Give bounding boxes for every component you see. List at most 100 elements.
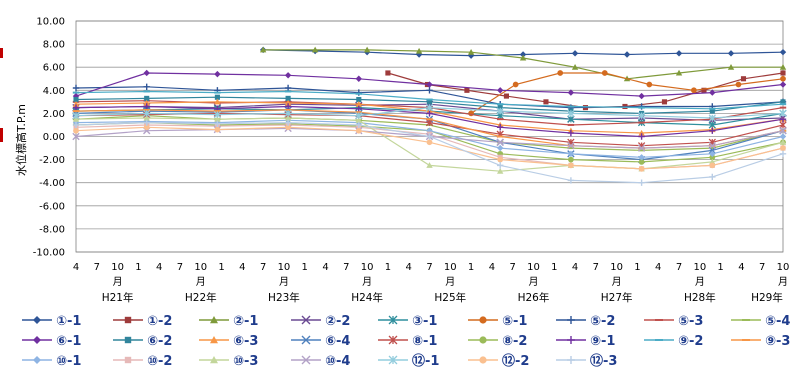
- data-point: [646, 81, 653, 88]
- x-tick-label: 4: [572, 262, 578, 273]
- legend-marker: [479, 356, 487, 364]
- data-point: [557, 70, 564, 76]
- data-point: [496, 107, 504, 115]
- x-tick-label-month: 月: [695, 276, 705, 288]
- data-point: [740, 76, 747, 82]
- data-point: [780, 145, 786, 151]
- data-point: [567, 109, 575, 118]
- data-point: [464, 87, 470, 93]
- data-point: [638, 159, 645, 165]
- data-point: [284, 72, 292, 79]
- data-point: [779, 48, 787, 56]
- x-tick-label-month: 月: [113, 276, 123, 288]
- data-point: [284, 99, 292, 106]
- data-point: [568, 156, 574, 163]
- data-point: [567, 177, 575, 184]
- data-point: [709, 108, 715, 114]
- data-point: [779, 81, 787, 88]
- x-tick-label: 4: [73, 262, 79, 273]
- data-point: [497, 156, 504, 163]
- data-point: [780, 99, 786, 105]
- legend-label: ③-1: [412, 314, 437, 329]
- legend-item: ⑥-1: [22, 334, 81, 349]
- data-point: [727, 50, 735, 57]
- x-tick-label-month: 月: [528, 276, 538, 288]
- series-lines: [72, 46, 787, 186]
- data-point: [497, 144, 504, 152]
- legend-label: ⑥-3: [233, 334, 258, 349]
- x-tick-label: 4: [655, 262, 661, 273]
- legend-item: ⑩-3: [199, 354, 258, 369]
- data-point: [355, 75, 362, 82]
- data-point: [143, 124, 150, 131]
- data-point: [285, 95, 291, 101]
- data-point: [568, 162, 574, 169]
- data-point: [519, 54, 527, 61]
- red-edge-mark-top: [0, 48, 3, 58]
- data-point: [284, 84, 292, 92]
- legend-label: ⑫-3: [590, 353, 617, 369]
- data-point: [661, 99, 668, 105]
- data-point: [214, 70, 221, 78]
- data-point: [355, 121, 362, 129]
- data-point: [780, 75, 786, 82]
- data-point: [567, 129, 575, 137]
- data-point: [72, 132, 80, 141]
- x-tick-label-month: 月: [612, 276, 622, 288]
- legend: ①-1 ①-2 ②-1 ②-2 ③-1 ⑤-1 ⑤-2 ⑤-3 ⑤-4 ⑥-1 ⑥-2 ⑥-3 ⑥-4 ⑧…: [22, 314, 790, 369]
- x-tick-label: 4: [738, 262, 744, 273]
- legend-label: ②-2: [325, 314, 350, 329]
- data-point: [72, 100, 80, 107]
- legend-label: ⑫-2: [502, 353, 529, 369]
- legend-label: ①-2: [147, 314, 172, 329]
- data-point: [675, 69, 683, 76]
- legend-label: ①-1: [56, 314, 81, 329]
- data-point: [709, 162, 716, 169]
- x-tick-label-month: 月: [279, 276, 289, 288]
- data-point: [571, 64, 579, 70]
- data-point: [779, 109, 787, 118]
- data-point: [426, 110, 433, 117]
- data-point: [385, 70, 391, 76]
- data-point: [214, 120, 221, 127]
- data-point: [709, 127, 716, 134]
- y-tick-label: 6.00: [43, 63, 65, 74]
- data-point: [143, 114, 150, 121]
- legend-item: ⑩-2: [113, 354, 172, 369]
- data-point: [72, 92, 80, 100]
- data-point: [496, 138, 504, 146]
- data-point: [143, 69, 150, 77]
- legend-item: ②-2: [291, 314, 350, 329]
- legend-label: ②-1: [233, 314, 258, 329]
- legend-marker: [479, 316, 487, 324]
- legend-marker: [301, 355, 311, 365]
- x-tick-label: 7: [759, 262, 765, 273]
- data-point: [779, 121, 787, 129]
- data-point: [709, 173, 716, 181]
- data-point: [214, 94, 220, 100]
- data-point: [426, 87, 433, 94]
- y-tick-label: -8.00: [39, 224, 65, 235]
- legend-label: ⑤-3: [678, 314, 703, 329]
- legend-item: ⑫-2: [468, 353, 529, 369]
- legend-marker: [33, 336, 41, 344]
- data-point: [355, 100, 362, 107]
- data-point: [415, 47, 423, 54]
- series-⑤-1: [468, 70, 786, 117]
- legend-marker: [124, 356, 132, 364]
- data-point: [779, 133, 787, 140]
- year-label: H29年: [751, 291, 783, 304]
- x-tick-label: 7: [260, 262, 266, 273]
- data-point: [143, 103, 150, 110]
- data-point: [779, 115, 787, 123]
- legend-label: ⑩-4: [325, 354, 350, 369]
- legend-label: ⑥-2: [147, 334, 172, 349]
- series-⑥-1: [72, 69, 787, 100]
- data-point: [638, 133, 645, 140]
- year-label: H24年: [351, 291, 383, 304]
- x-tick-label: 4: [156, 262, 162, 273]
- x-tick-label: 7: [177, 262, 183, 273]
- legend-label: ⑫-1: [412, 353, 439, 369]
- data-point: [284, 109, 292, 118]
- data-point: [623, 51, 631, 58]
